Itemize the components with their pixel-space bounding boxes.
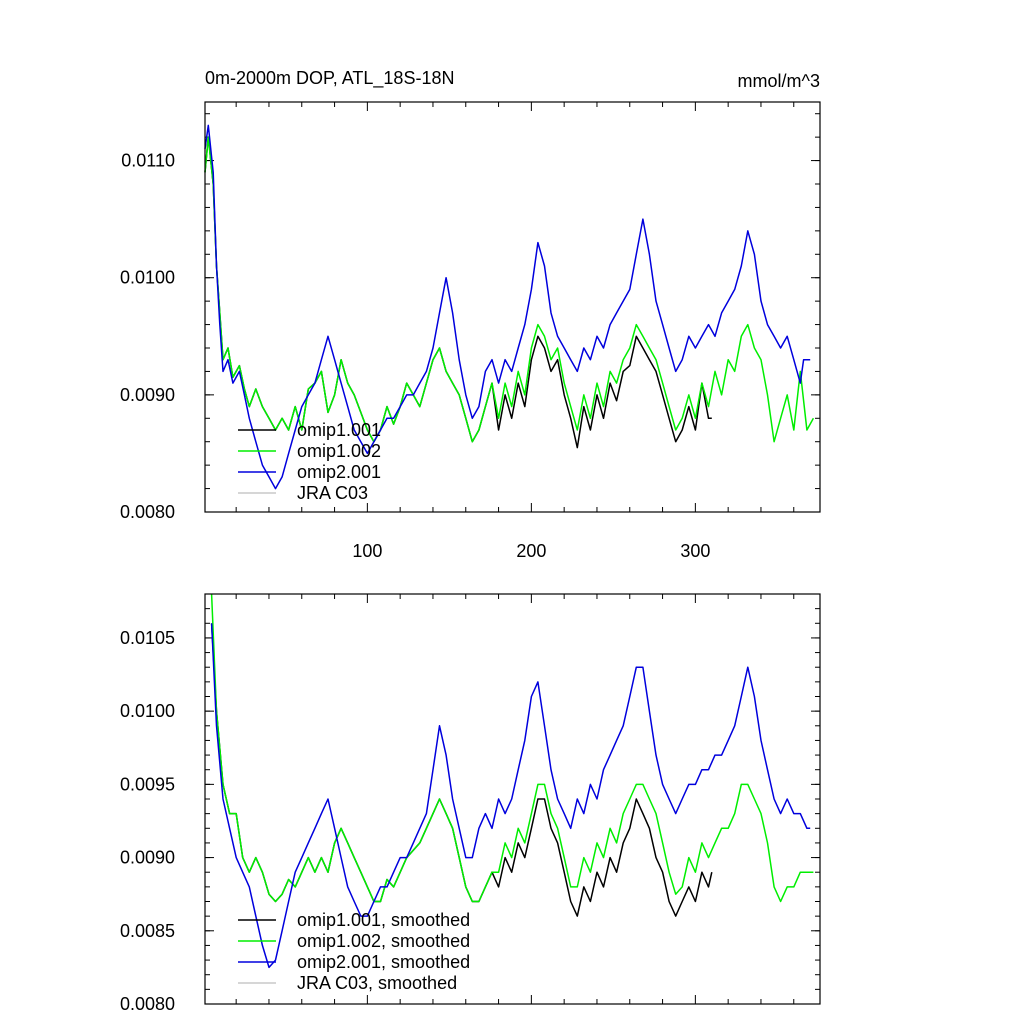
y-tick-label: 0.0100	[120, 701, 175, 721]
top-panel: 0m-2000m DOP, ATL_18S-18N mmol/m^3 0.008…	[120, 68, 821, 561]
y-tick-label: 0.0090	[120, 385, 175, 405]
series-line-omip1-002-smoothed	[210, 593, 814, 903]
series-line-omip1-002	[204, 136, 815, 443]
legend-label: omip1.001	[297, 420, 381, 440]
legend-label: omip2.001, smoothed	[297, 952, 470, 972]
top-panel-series-lines	[204, 124, 815, 490]
series-line-omip2-001-smoothed	[210, 623, 811, 969]
x-tick-label: 300	[680, 541, 710, 561]
top-panel-frame	[204, 101, 821, 513]
y-tick-label: 0.0080	[120, 994, 175, 1014]
bottom-panel-series-lines	[210, 593, 814, 969]
y-tick-label: 0.0100	[120, 268, 175, 288]
bottom-panel-frame	[204, 593, 821, 1005]
y-tick-label: 0.0105	[120, 628, 175, 648]
legend-label: omip1.002	[297, 441, 381, 461]
bottom-panel-ticks: 0.0080 0.0085 0.0090 0.0095 0.0100 0.0105	[120, 593, 820, 1014]
x-tick-label: 100	[352, 541, 382, 561]
legend-label: JRA C03, smoothed	[297, 973, 457, 993]
legend-label: omip1.002, smoothed	[297, 931, 470, 951]
y-tick-label: 0.0090	[120, 848, 175, 868]
y-tick-label: 0.0110	[121, 151, 175, 171]
series-line-omip2-001	[204, 124, 811, 490]
legend-label: omip1.001, smoothed	[297, 910, 470, 930]
x-tick-label: 200	[516, 541, 546, 561]
legend-label: JRA C03	[297, 483, 368, 503]
y-tick-label: 0.0095	[120, 774, 175, 794]
y-tick-label: 0.0085	[120, 921, 175, 941]
top-panel-units: mmol/m^3	[738, 71, 820, 91]
top-panel-title: 0m-2000m DOP, ATL_18S-18N	[205, 68, 454, 89]
bottom-panel: 0.0080 0.0085 0.0090 0.0095 0.0100 0.0105 omi…	[120, 593, 821, 1014]
y-tick-label: 0.0080	[120, 502, 175, 522]
legend-label: omip2.001	[297, 462, 381, 482]
